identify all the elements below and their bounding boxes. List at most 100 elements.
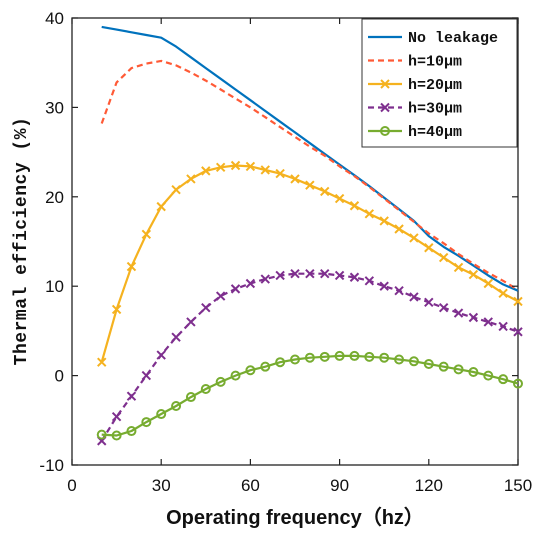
data-point-marker xyxy=(334,270,345,281)
data-point-marker xyxy=(423,358,434,369)
data-point-marker xyxy=(513,296,523,307)
data-point-marker xyxy=(320,268,330,279)
data-point-marker xyxy=(185,392,196,403)
data-point-marker xyxy=(215,162,226,173)
data-point-marker xyxy=(394,285,404,296)
data-point-marker xyxy=(408,356,419,367)
data-point-marker xyxy=(349,350,360,361)
data-point-marker xyxy=(364,209,375,219)
data-point-marker xyxy=(394,224,404,234)
y-tick-label: 10 xyxy=(45,277,64,296)
x-tick-label: 0 xyxy=(67,476,76,495)
series xyxy=(97,160,523,367)
data-point-marker xyxy=(453,364,464,375)
y-tick-label: 20 xyxy=(45,188,64,207)
data-point-marker xyxy=(364,351,375,362)
series-line xyxy=(100,59,519,291)
data-point-marker xyxy=(424,243,434,253)
legend-entries: No leakage h=10μm h=20μm h=30μm h=40μm xyxy=(368,30,498,141)
x-axis-title: Operating frequency（hz） xyxy=(166,506,424,529)
series-layer xyxy=(96,25,523,446)
data-point-marker xyxy=(290,268,300,279)
data-point-marker xyxy=(409,233,419,243)
data-point-marker xyxy=(201,166,211,176)
data-point-marker xyxy=(245,365,256,376)
data-point-marker xyxy=(394,354,405,365)
data-point-marker xyxy=(349,272,360,282)
y-tick-label: 0 xyxy=(55,367,64,386)
data-point-marker xyxy=(97,357,107,367)
x-tick-label: 60 xyxy=(241,476,260,495)
legend-entry: h=40μm xyxy=(368,124,462,141)
data-point-marker xyxy=(424,297,434,307)
data-point-marker xyxy=(468,367,479,378)
series xyxy=(101,25,519,292)
data-point-marker xyxy=(201,302,211,313)
legend-label: h=30μm xyxy=(408,101,462,118)
data-point-marker xyxy=(483,278,493,289)
y-tick-label: 30 xyxy=(45,98,64,117)
data-point-marker xyxy=(498,374,509,385)
data-point-marker xyxy=(290,174,300,184)
data-point-marker xyxy=(513,378,523,389)
data-point-marker xyxy=(245,161,256,172)
data-point-marker xyxy=(379,216,389,226)
data-point-marker xyxy=(230,370,241,381)
x-tick-label: 150 xyxy=(504,476,532,495)
series xyxy=(97,268,523,446)
series xyxy=(96,350,523,441)
data-point-marker xyxy=(468,269,479,280)
data-point-marker xyxy=(141,417,152,428)
data-point-marker xyxy=(260,274,270,284)
data-point-marker xyxy=(334,193,345,204)
data-point-marker xyxy=(379,352,390,363)
data-point-marker xyxy=(171,184,181,195)
legend-entry: h=30μm xyxy=(368,101,462,118)
legend-label: h=40μm xyxy=(408,124,462,141)
data-point-marker xyxy=(126,426,137,437)
x-tick-label: 90 xyxy=(330,476,349,495)
data-point-marker xyxy=(171,400,182,411)
data-point-marker xyxy=(438,361,449,372)
data-point-marker xyxy=(275,270,285,281)
data-point-marker xyxy=(156,201,166,212)
legend-label: h=10μm xyxy=(408,54,462,71)
x-tick-label: 30 xyxy=(152,476,171,495)
x-tick-label: 120 xyxy=(415,476,443,495)
legend-entry: h=20μm xyxy=(368,77,462,94)
data-point-marker xyxy=(349,201,360,211)
y-axis-title: Thermal efficiency (%) xyxy=(12,117,32,366)
data-point-marker xyxy=(380,79,390,89)
data-point-marker xyxy=(319,351,330,362)
data-point-marker xyxy=(200,384,211,395)
data-point-marker xyxy=(126,391,137,401)
series-line xyxy=(101,25,519,292)
data-point-marker xyxy=(156,350,166,360)
data-point-marker xyxy=(379,281,389,291)
data-point-marker xyxy=(275,168,285,179)
data-point-marker xyxy=(438,252,449,263)
data-point-marker xyxy=(438,302,449,313)
data-point-marker xyxy=(230,284,241,294)
data-point-marker xyxy=(304,352,315,363)
data-point-marker xyxy=(156,409,167,420)
data-point-marker xyxy=(483,317,493,327)
data-point-marker xyxy=(111,412,122,422)
data-point-marker xyxy=(483,370,494,381)
data-point-marker xyxy=(126,261,137,272)
data-point-marker xyxy=(409,292,419,302)
legend: No leakage h=10μm h=20μm h=30μm h=40μm xyxy=(361,18,518,148)
series-line xyxy=(101,354,519,437)
data-point-marker xyxy=(260,361,271,372)
legend-entry: h=10μm xyxy=(368,54,462,71)
data-point-marker xyxy=(111,304,122,315)
data-point-marker xyxy=(498,321,508,332)
data-point-marker xyxy=(275,357,286,368)
data-point-marker xyxy=(334,350,345,361)
y-tick-label: 40 xyxy=(45,9,64,28)
data-point-marker xyxy=(230,160,241,171)
data-point-marker xyxy=(215,376,226,387)
data-point-marker xyxy=(171,332,181,342)
